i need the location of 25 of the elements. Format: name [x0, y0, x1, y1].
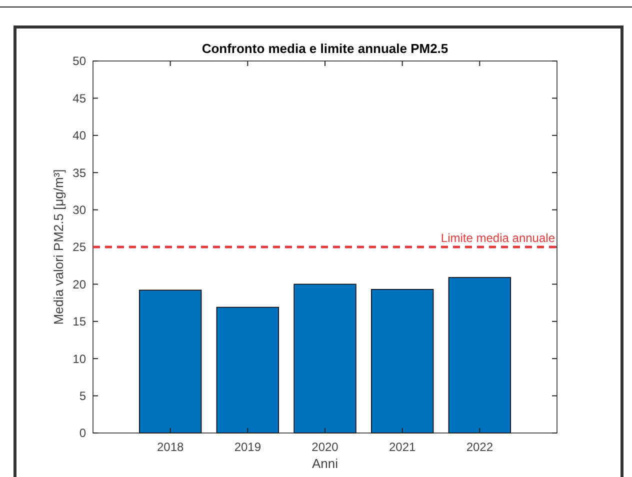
- x-tick-label: 2020: [312, 440, 339, 454]
- bar: [294, 284, 356, 434]
- chart-title: Confronto media e limite annuale PM2.5: [202, 41, 448, 56]
- x-axis-title: Anni: [312, 456, 338, 471]
- y-tick-label: 5: [79, 389, 86, 403]
- y-tick-label: 35: [72, 166, 86, 180]
- bar: [216, 306, 279, 434]
- x-tick-label: 2021: [388, 440, 416, 454]
- x-tick-label: 2022: [466, 440, 494, 454]
- bar: [448, 277, 511, 434]
- y-tick-label: 25: [72, 240, 86, 254]
- y-tick-label: 50: [72, 54, 86, 68]
- y-tick-label: 0: [79, 426, 86, 440]
- y-tick-label: 30: [72, 203, 86, 217]
- y-tick-label: 40: [72, 128, 86, 143]
- y-tick-label: 15: [72, 314, 86, 329]
- y-tick-label: 20: [72, 277, 86, 292]
- bar: [139, 290, 202, 434]
- x-tick-label: 2018: [156, 440, 184, 454]
- x-tick-label: 2019: [234, 440, 262, 454]
- ref-line-label: Limite media annuale: [440, 231, 556, 245]
- y-tick-label: 45: [72, 91, 86, 106]
- y-axis-title: Media valori PM2.5 [μg/m³]: [51, 169, 66, 325]
- y-tick-label: 10: [72, 352, 86, 366]
- bar: [371, 289, 434, 434]
